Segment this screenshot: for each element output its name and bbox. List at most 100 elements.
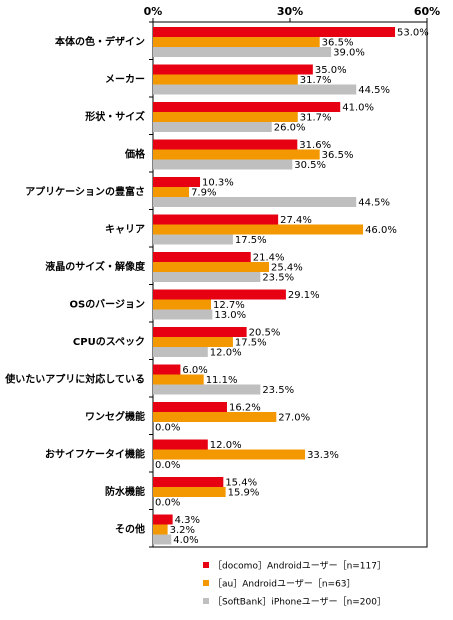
bar xyxy=(153,524,168,535)
category-label: メーカー xyxy=(105,73,145,85)
data-label: 29.1% xyxy=(288,290,320,301)
bar xyxy=(153,102,341,112)
plot-area xyxy=(152,21,428,548)
bar xyxy=(153,534,172,545)
bar xyxy=(153,384,261,395)
data-label: 4.3% xyxy=(175,515,200,526)
bar xyxy=(153,139,298,150)
data-label: 13.0% xyxy=(214,310,246,321)
x-tick-label: 60% xyxy=(414,5,440,18)
bar xyxy=(153,477,224,487)
data-label: 12.0% xyxy=(210,440,242,451)
bar xyxy=(153,514,173,525)
data-label: 36.5% xyxy=(322,150,354,161)
bar xyxy=(153,234,233,245)
data-label: 7.9% xyxy=(191,188,216,199)
data-label: 0.0% xyxy=(155,460,180,471)
data-label: 23.5% xyxy=(262,273,294,284)
data-label: 12.7% xyxy=(213,300,245,311)
data-label: 31.7% xyxy=(300,75,332,86)
bar xyxy=(153,487,226,497)
bar xyxy=(153,64,313,75)
category-label: 本体の色・デザイン xyxy=(55,35,145,48)
bar xyxy=(153,27,396,37)
bar xyxy=(153,337,233,347)
bar xyxy=(153,37,320,47)
bar xyxy=(153,47,332,57)
bar xyxy=(153,187,190,197)
data-label: 21.4% xyxy=(253,253,285,264)
category-label: その他 xyxy=(115,522,145,535)
data-label: 15.4% xyxy=(225,478,257,489)
category-label: アプリケーションの豊富さ xyxy=(25,185,145,198)
bar xyxy=(153,112,298,122)
data-label: 35.0% xyxy=(315,65,347,76)
category-label: 使いたいアプリに対応している xyxy=(4,372,145,385)
bar xyxy=(153,364,181,375)
category-label: キャリア xyxy=(105,223,145,235)
bar xyxy=(153,74,298,85)
bar xyxy=(153,197,357,207)
data-label: 23.5% xyxy=(262,385,294,396)
data-label: 39.0% xyxy=(333,48,365,59)
legend-swatch xyxy=(203,562,209,568)
data-label: 20.5% xyxy=(249,328,281,339)
data-label: 4.0% xyxy=(173,535,198,546)
bar xyxy=(153,149,320,160)
bar xyxy=(153,122,272,132)
category-label: 価格 xyxy=(124,147,146,160)
category-label: 形状・サイズ xyxy=(85,110,145,123)
bar xyxy=(153,327,247,337)
bar xyxy=(153,374,204,385)
data-label: 44.5% xyxy=(358,198,390,209)
legend-label: ［docomo］Androidユーザー［n=117］ xyxy=(213,561,386,572)
bar xyxy=(153,309,213,320)
bar xyxy=(153,347,208,357)
bar xyxy=(153,84,357,95)
data-label: 11.1% xyxy=(206,375,238,386)
data-label: 46.0% xyxy=(365,225,397,236)
data-label: 33.3% xyxy=(307,450,339,461)
data-label: 36.5% xyxy=(322,38,354,49)
data-label: 44.5% xyxy=(358,85,390,96)
data-label: 30.5% xyxy=(294,160,326,171)
bar xyxy=(153,439,208,450)
bar xyxy=(153,272,261,282)
bar xyxy=(153,177,201,187)
category-label: 防水機能 xyxy=(105,485,145,498)
data-label: 17.5% xyxy=(235,338,267,349)
data-label: 53.0% xyxy=(397,28,429,39)
bar xyxy=(153,412,277,422)
category-label: おサイフケータイ機能 xyxy=(45,447,145,460)
category-label: OSのバージョン xyxy=(69,298,145,310)
bar xyxy=(153,402,227,412)
data-label: 10.3% xyxy=(202,178,234,189)
category-label: 液晶のサイズ・解像度 xyxy=(45,260,146,273)
data-label: 0.0% xyxy=(155,498,180,509)
data-label: 15.9% xyxy=(228,488,260,499)
data-label: 31.6% xyxy=(299,140,331,151)
data-label: 0.0% xyxy=(155,423,180,434)
data-label: 31.7% xyxy=(300,113,332,124)
bar xyxy=(153,159,293,170)
legend-label: ［SoftBank］iPhoneユーザー［n=200］ xyxy=(213,597,386,608)
bar xyxy=(153,214,279,225)
data-label: 26.0% xyxy=(274,123,306,134)
data-label: 25.4% xyxy=(271,263,303,274)
bar xyxy=(153,289,286,300)
data-label: 16.2% xyxy=(229,403,261,414)
x-tick-label: 0% xyxy=(144,5,163,18)
bar xyxy=(153,224,364,235)
bar xyxy=(153,449,306,460)
data-label: 27.0% xyxy=(278,413,310,424)
legend-label: ［au］Androidユーザー［n=63］ xyxy=(213,579,356,590)
bar xyxy=(153,262,269,272)
data-label: 6.0% xyxy=(182,365,207,376)
category-label: ワンセグ機能 xyxy=(85,410,145,423)
data-label: 41.0% xyxy=(342,103,374,114)
legend-swatch xyxy=(203,598,209,604)
data-label: 27.4% xyxy=(280,215,312,226)
category-label: CPUのスペック xyxy=(73,336,145,348)
data-label: 3.2% xyxy=(170,525,195,536)
